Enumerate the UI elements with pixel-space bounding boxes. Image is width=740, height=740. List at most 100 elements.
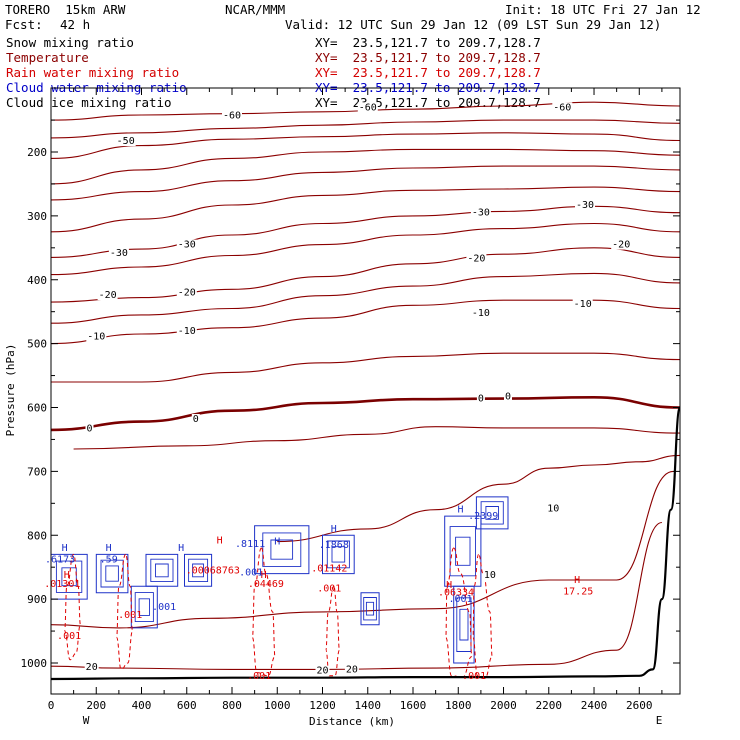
cloud-water-contour-inner <box>455 536 471 566</box>
isotherm-label: -50 <box>117 136 135 147</box>
cloud-water-label: H <box>331 524 337 535</box>
cloud-water-contour-inner <box>270 539 294 560</box>
field-name-rain: Rain water mixing ratio <box>6 65 180 80</box>
y-tick-label: 700 <box>27 465 47 478</box>
isotherm-label-bg <box>191 414 200 424</box>
isotherm-label: -20 <box>612 240 630 251</box>
isotherm--5 <box>51 352 680 383</box>
x-tick-label: 1000 <box>264 699 291 712</box>
x-tick-label: 2400 <box>581 699 608 712</box>
isotherm-label-bg <box>97 290 118 301</box>
isotherm--25 <box>51 222 680 276</box>
y-axis-title: Pressure (hPa) <box>4 344 17 437</box>
cloud-water-contour-inner <box>55 560 83 593</box>
isotherm-label: -20 <box>178 288 196 299</box>
cloud-water-contour-inner <box>192 563 204 578</box>
y-tick-label: 300 <box>27 210 47 223</box>
cloud-water-contour-inner <box>100 559 124 588</box>
rain-label: 17.25 <box>563 587 593 598</box>
cloud-water-label: .1868 <box>319 540 349 551</box>
valid-time: Valid: 12 UTC Sun 29 Jan 12 (09 LST Sun … <box>285 17 662 32</box>
cloud-water-label: .6173 <box>45 555 75 566</box>
isotherm-label: -20 <box>99 290 117 301</box>
isotherm-label: -10 <box>87 332 105 343</box>
isotherm-label-bg <box>482 569 497 580</box>
isotherm-10 <box>277 454 680 543</box>
isotherm-label-bg <box>84 661 99 672</box>
isotherm-20 <box>51 521 663 670</box>
rain-label: .01301 <box>44 579 80 590</box>
isotherm--30 <box>51 205 680 258</box>
rain-contour <box>64 553 81 661</box>
cloud-water-contour-inner <box>262 532 302 567</box>
cloud-water-contour <box>95 553 129 594</box>
cloud-water-contour <box>145 553 179 587</box>
temperature-isotherms <box>51 101 680 670</box>
field-name-cloud-ice: Cloud ice mixing ratio <box>6 95 172 110</box>
cloud-water-contour-inner <box>105 565 119 582</box>
x-tick-label: 400 <box>132 699 152 712</box>
isotherm-label: 20 <box>86 662 98 673</box>
y-tick-label: 900 <box>27 593 47 606</box>
center-title: NCAR/MMM <box>225 2 286 17</box>
cloud-water-label: .2399 <box>468 511 498 522</box>
cloud-water-contour <box>475 496 509 530</box>
isotherm-label: 0 <box>193 414 199 425</box>
isotherm-0 <box>51 395 680 432</box>
rain-label: .06334 <box>438 588 474 599</box>
isotherm-label: -60 <box>223 111 241 122</box>
isotherm-label: -60 <box>553 102 571 113</box>
isotherm-label-bg <box>476 393 485 404</box>
cloud-water-label: H <box>178 543 184 554</box>
x-tick-label: 800 <box>222 699 242 712</box>
x-tick-label: 1400 <box>355 699 382 712</box>
x-tick-label: 2000 <box>490 699 517 712</box>
isotherm-label-bg <box>176 325 197 336</box>
isotherm-label: -10 <box>574 299 592 310</box>
rain-label: .001 <box>57 631 81 642</box>
field-name-temperature: Temperature <box>6 50 89 65</box>
field-xy-temperature: XY= 23.5,121.7 to 209.7,128.7 <box>315 50 541 65</box>
isotherm-label-bg <box>108 247 129 258</box>
forecast-label: Fcst: <box>5 17 43 32</box>
field-name-snow: Snow mixing ratio <box>6 35 134 50</box>
isotherm-label: -30 <box>576 200 594 211</box>
isotherm--40 <box>51 165 680 201</box>
terrain-surface <box>51 406 680 681</box>
cloud-water-contour-inner <box>138 598 150 616</box>
rain-label: .04469 <box>248 579 284 590</box>
cloud-water-contour-inner <box>150 558 174 583</box>
cloud-water-label: H <box>106 543 112 554</box>
y-tick-label: 200 <box>27 146 47 159</box>
rain-label: H <box>261 570 267 581</box>
isotherm-label: 0 <box>505 392 511 403</box>
rain-contour <box>325 585 340 677</box>
rain-label: H <box>217 535 223 546</box>
rain-contour <box>472 553 493 678</box>
isotherm-label: -30 <box>110 248 128 259</box>
x-tick-label: 1800 <box>445 699 472 712</box>
cloud-water-contour-inner <box>363 597 377 621</box>
rain-label: .001 <box>462 671 486 682</box>
isotherm-15 <box>51 470 674 629</box>
y-tick-label: 1000 <box>21 657 48 670</box>
y-tick-label: 800 <box>27 529 47 542</box>
isotherm-label-bg <box>222 110 242 121</box>
cloud-water-contour <box>184 553 213 587</box>
isotherm-label: 20 <box>316 666 328 677</box>
isotherm-5 <box>73 426 680 450</box>
isotherm--55 <box>51 119 680 139</box>
isotherm-label: 10 <box>484 570 496 581</box>
isotherm-label: -60 <box>359 102 377 113</box>
cloud-water-contour-inner <box>365 601 375 616</box>
isotherm-label-bg <box>357 102 378 113</box>
east-label: E <box>656 714 663 727</box>
rain-label: H <box>574 575 580 586</box>
x-axis-title: Distance (km) <box>309 715 395 728</box>
cloud-water-contour <box>254 525 310 575</box>
axes: 0 200 400 600 800 1000 1200 1400 1600 1800 2000 220… <box>21 88 680 712</box>
rain-label: .001 <box>247 671 271 682</box>
contour-labels: -60 -60 -60 -50 -30 -30 -30 -30 -20 -20 -20 -20 -10 -… <box>44 102 632 682</box>
isotherm-label-bg <box>546 503 561 514</box>
isotherm-label-bg <box>611 239 632 250</box>
